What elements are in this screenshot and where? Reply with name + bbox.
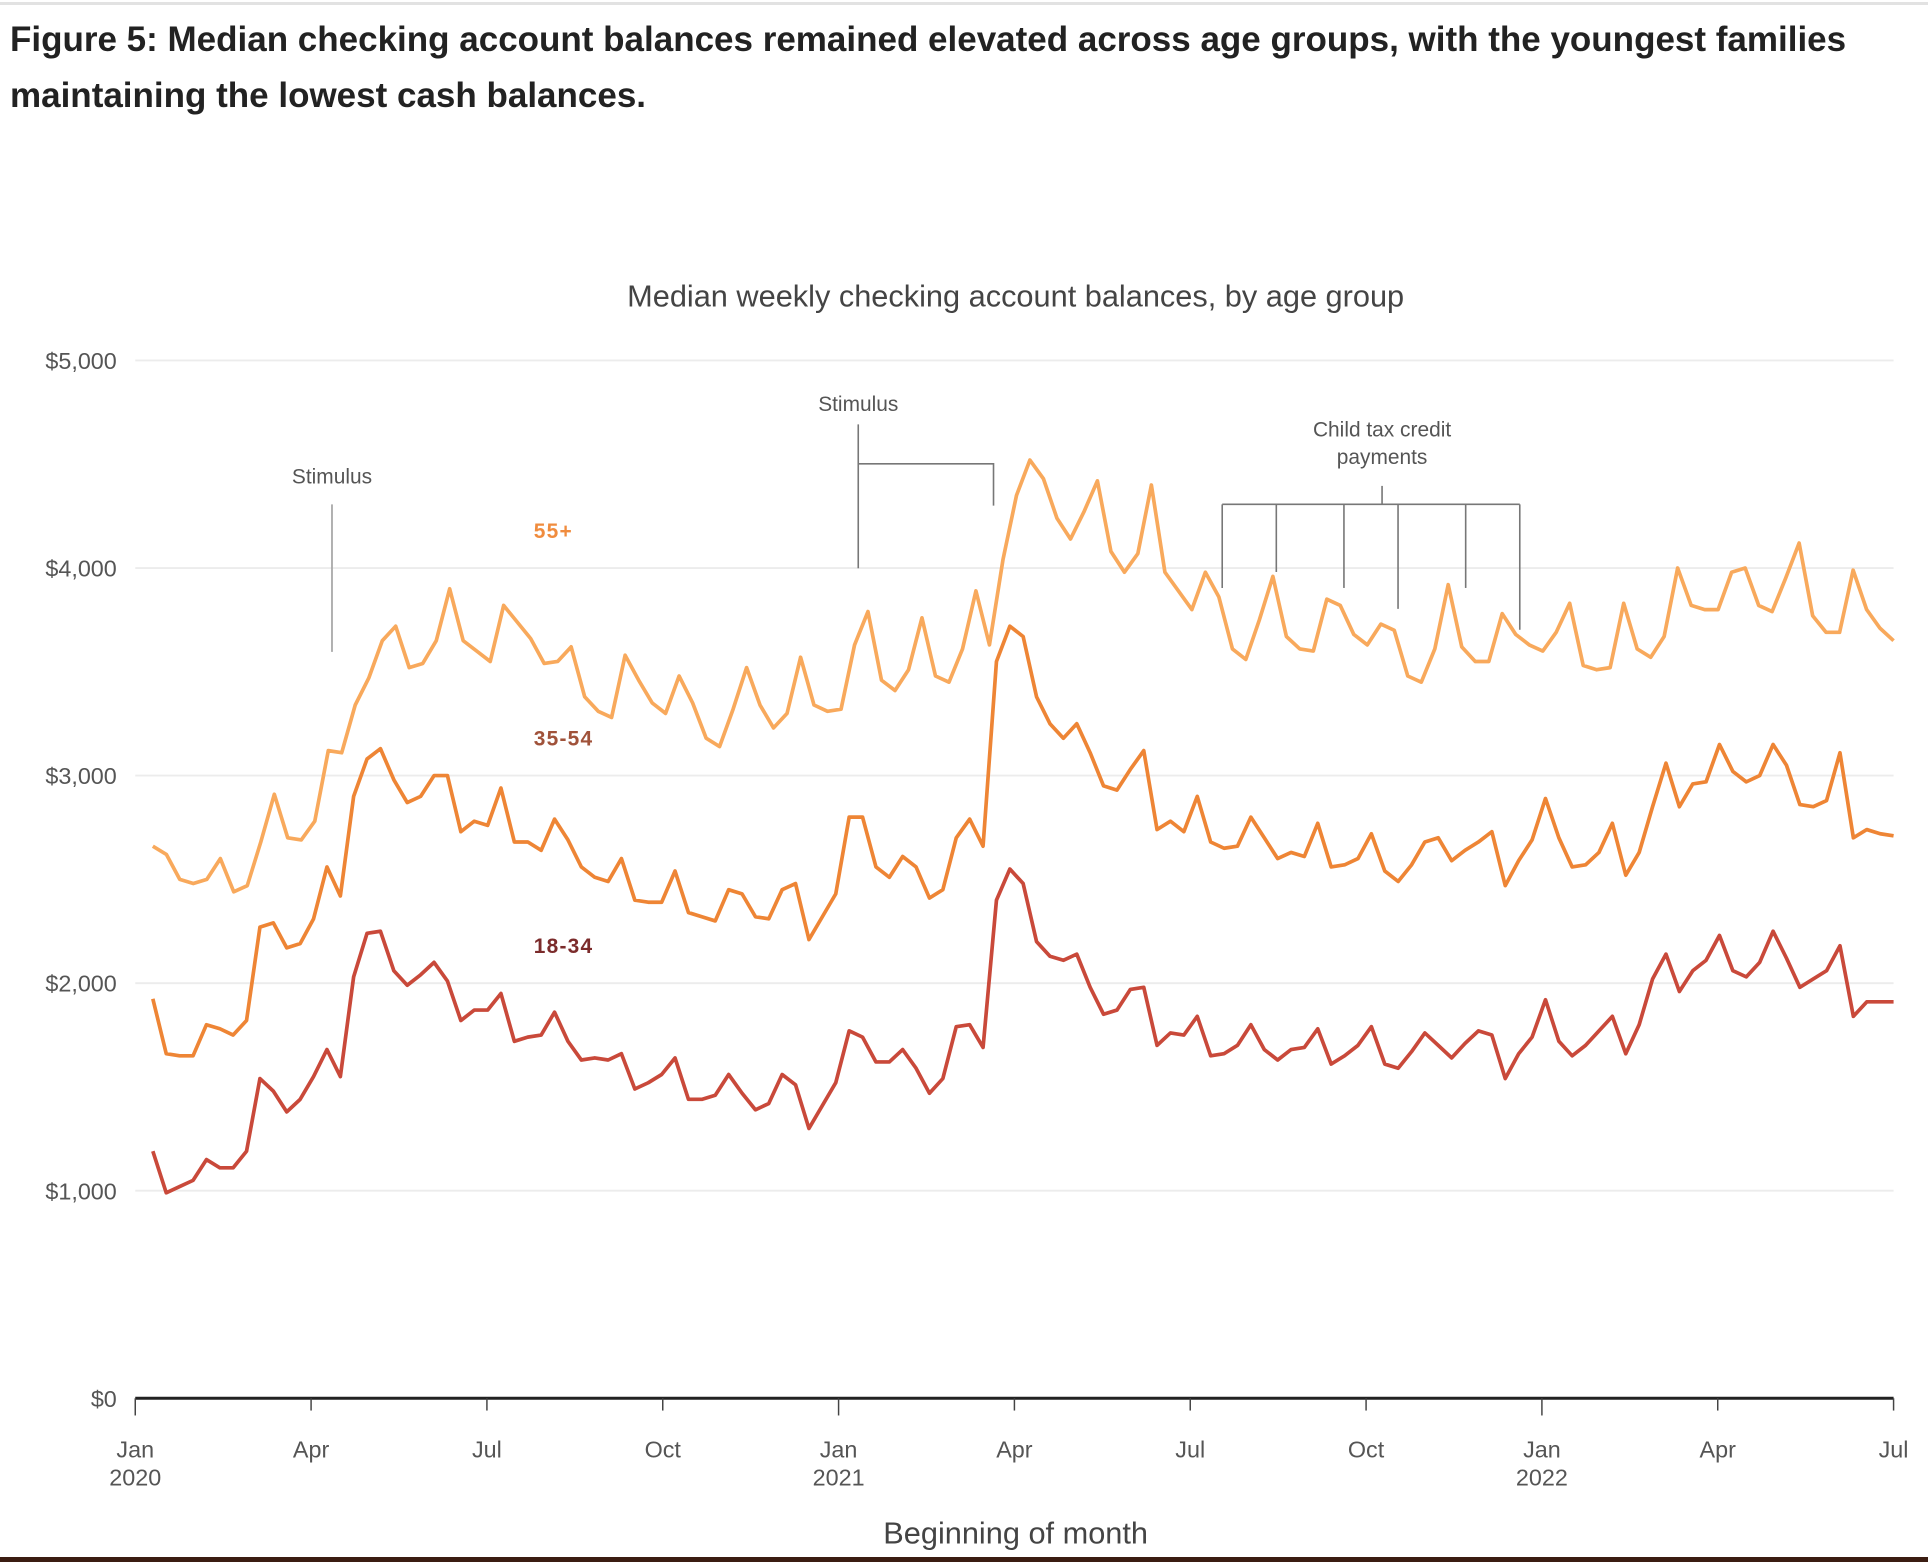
x-axis: Jan 2020 Apr Jul Oct Jan 2021 Apr Jul Oct Jan 2022 A…	[109, 1396, 1909, 1491]
y-tick-label: $2,000	[45, 971, 116, 997]
series-line-55plus	[151, 458, 1895, 894]
x-tick-label: Jan	[116, 1436, 154, 1462]
top-divider	[0, 2, 1928, 5]
chart-title: Median weekly checking account balances,…	[627, 278, 1404, 313]
y-tick-label: $0	[91, 1386, 117, 1412]
gridlines	[135, 359, 1894, 1192]
annotation-stimulus-2021: Stimulus	[818, 393, 995, 569]
annotation-label-line2: payments	[1337, 446, 1428, 469]
series-label: 18-34	[534, 935, 594, 958]
annotation-label: Child tax credit	[1313, 419, 1451, 442]
annotation-label: Stimulus	[818, 393, 898, 416]
annotation-label: Stimulus	[292, 465, 372, 488]
x-tick-label: Jul	[472, 1436, 502, 1462]
x-tick-label: Jan	[1523, 1436, 1561, 1462]
x-tick-label: Jan	[820, 1436, 858, 1462]
series-label: 55+	[534, 520, 573, 543]
figure-title: Figure 5: Median checking account balanc…	[10, 20, 1847, 115]
bottom-edge	[0, 1557, 1928, 1562]
series-label: 35-54	[534, 728, 594, 751]
y-tick-label: $5,000	[45, 348, 116, 374]
annotation-stimulus-2020: Stimulus	[292, 465, 372, 652]
x-tick-label: Oct	[1348, 1436, 1385, 1462]
y-tick-label: $3,000	[45, 763, 116, 789]
x-tick-year: 2020	[109, 1465, 161, 1491]
x-tick-year: 2022	[1516, 1465, 1568, 1491]
x-tick-label: Oct	[645, 1436, 682, 1462]
x-tick-label: Jul	[1175, 1436, 1205, 1462]
series-line-18-34	[151, 867, 1894, 1195]
x-tick-label: Apr	[1700, 1436, 1737, 1462]
series-labels: 55+ 35-54 18-34	[534, 520, 594, 958]
series-line-35-54	[151, 624, 1894, 1058]
x-tick-year: 2021	[813, 1465, 865, 1491]
y-axis: $0 $1,000 $2,000 $3,000 $4,000 $5,000	[45, 348, 116, 1412]
annotation-bracket	[858, 462, 995, 506]
x-tick-label: Jul	[1879, 1436, 1909, 1462]
x-tick-label: Apr	[293, 1436, 330, 1462]
series-lines	[151, 458, 1895, 1195]
y-tick-label: $1,000	[45, 1178, 116, 1204]
x-tick-label: Apr	[996, 1436, 1033, 1462]
annotation-child-tax-credit: Child tax credit payments	[1221, 419, 1521, 630]
x-axis-title: Beginning of month	[883, 1515, 1148, 1550]
y-tick-label: $4,000	[45, 556, 116, 582]
